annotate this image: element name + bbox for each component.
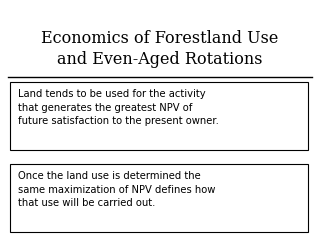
FancyBboxPatch shape [10, 82, 308, 150]
Text: Land tends to be used for the activity
that generates the greatest NPV of
future: Land tends to be used for the activity t… [18, 89, 219, 126]
FancyBboxPatch shape [10, 164, 308, 232]
Text: Once the land use is determined the
same maximization of NPV defines how
that us: Once the land use is determined the same… [18, 171, 215, 208]
Text: Economics of Forestland Use
and Even-Aged Rotations: Economics of Forestland Use and Even-Age… [41, 30, 279, 68]
